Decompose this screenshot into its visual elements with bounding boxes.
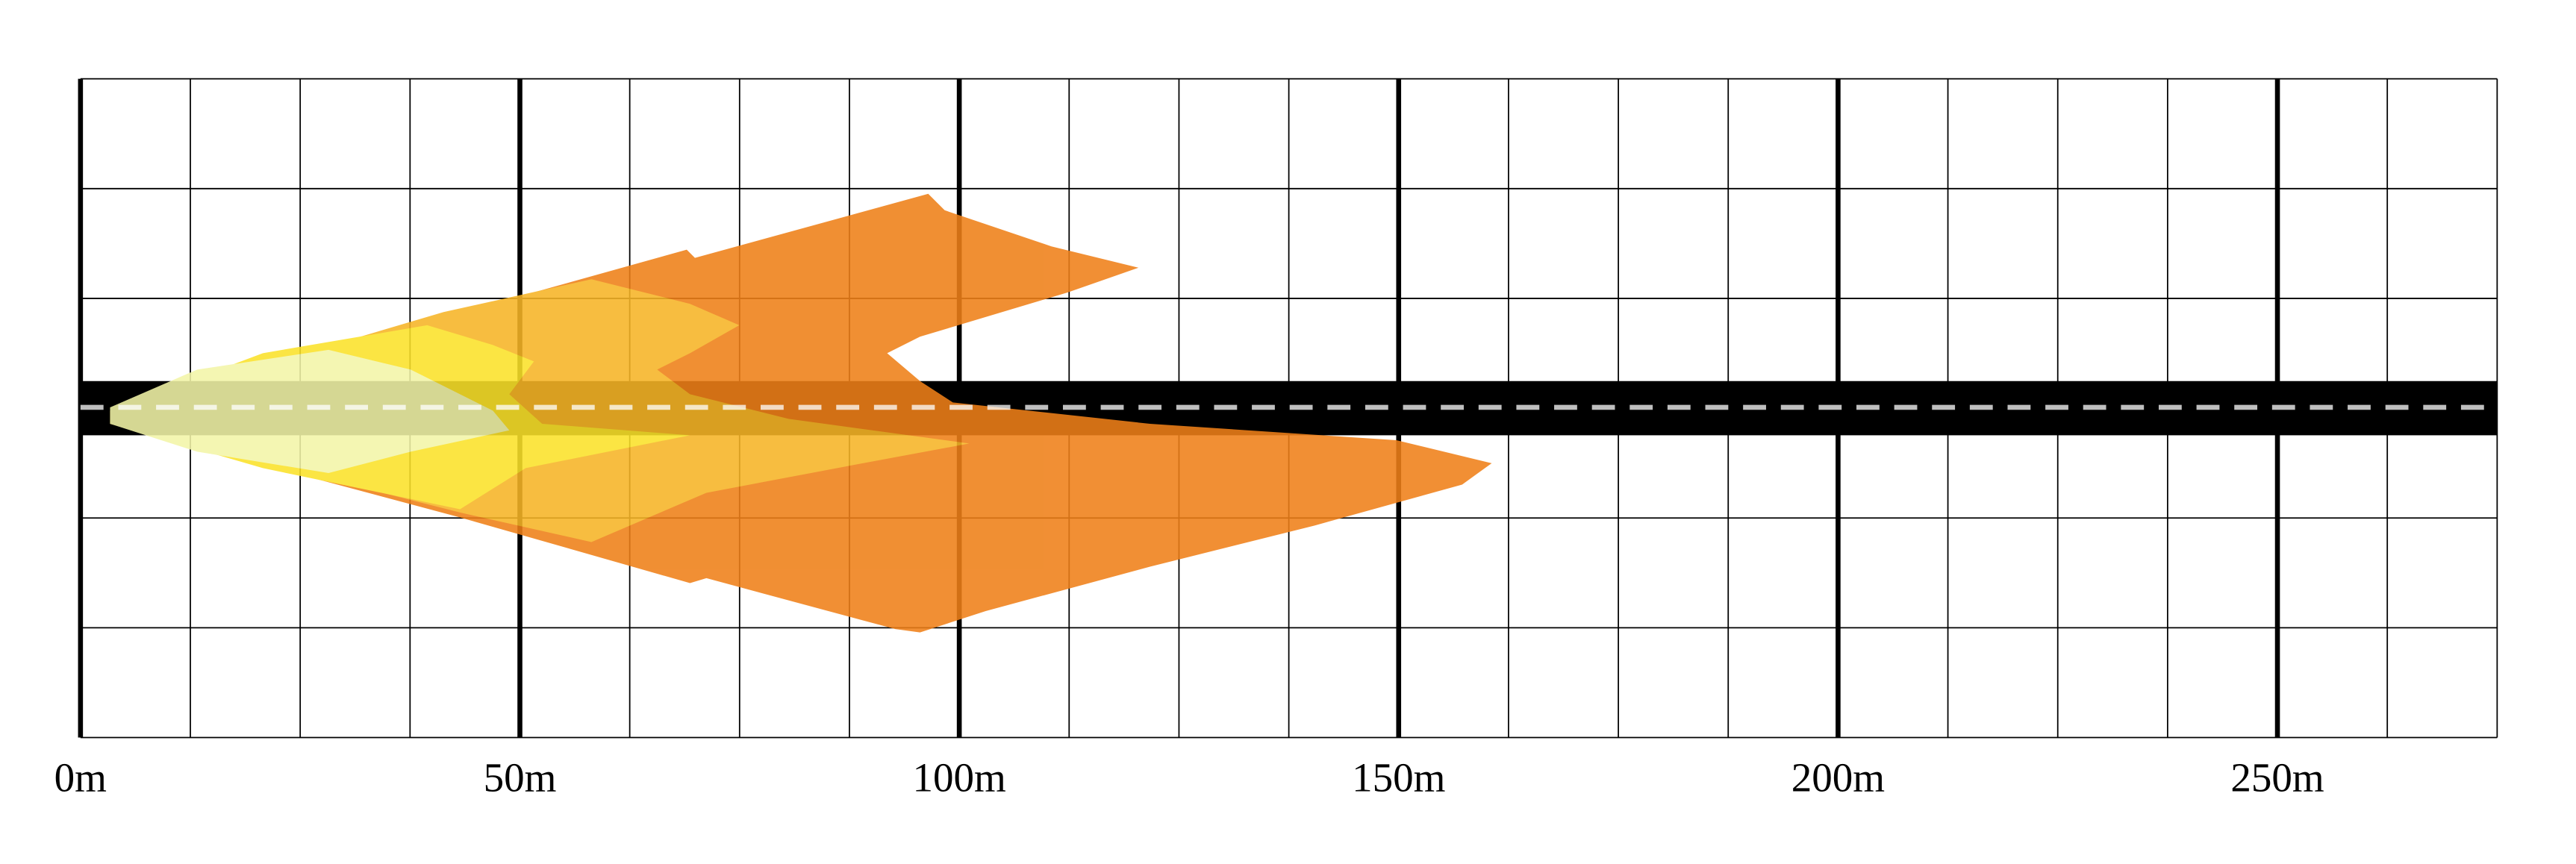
beam-zone-outer: [110, 193, 1492, 633]
beam-pattern: [110, 193, 1492, 633]
x-axis-label: 200m: [1791, 755, 1885, 801]
x-axis-label: 0m: [54, 755, 107, 801]
x-axis-label: 250m: [2230, 755, 2324, 801]
x-axis-label: 50m: [484, 755, 557, 801]
x-axis-label: 150m: [1352, 755, 1445, 801]
x-axis-label: 100m: [912, 755, 1005, 801]
beam-zone-core: [110, 349, 510, 474]
